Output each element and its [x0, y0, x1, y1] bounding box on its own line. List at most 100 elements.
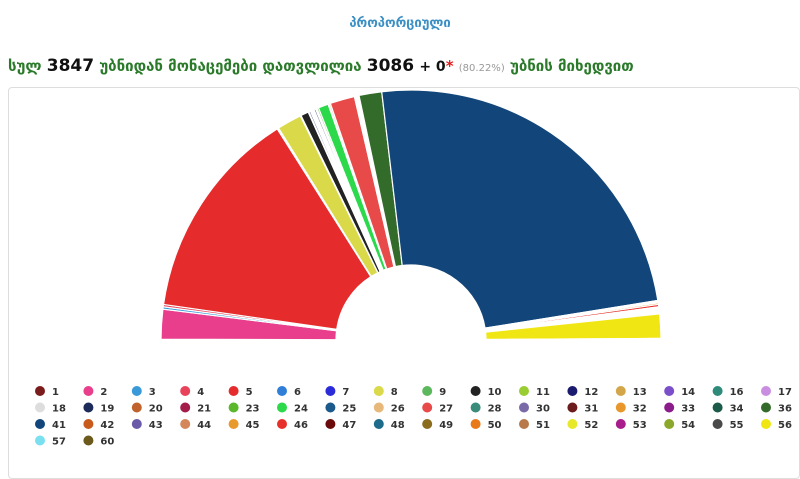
- legend-marker: [180, 402, 191, 413]
- summary-counted: 3086: [366, 56, 415, 76]
- legend-marker: [519, 386, 529, 396]
- legend-marker: [131, 419, 142, 429]
- legend-label: 48: [391, 420, 405, 431]
- legend-marker: [83, 435, 94, 446]
- legend-marker: [615, 386, 626, 396]
- legend-marker: [83, 402, 94, 413]
- summary-star: *: [445, 57, 454, 75]
- legend-marker: [35, 435, 45, 446]
- legend-marker: [228, 402, 239, 413]
- legend-marker: [519, 419, 529, 429]
- legend-label: 26: [391, 404, 405, 415]
- legend-label: 50: [488, 420, 502, 431]
- legend-marker: [325, 386, 336, 396]
- legend-label: 57: [52, 437, 66, 448]
- legend-label: 16: [730, 387, 744, 398]
- legend-marker: [35, 386, 45, 396]
- legend-label: 45: [246, 420, 260, 431]
- legend-label: 9: [439, 387, 446, 398]
- legend-label: 51: [536, 420, 550, 431]
- legend-label: 13: [633, 387, 647, 398]
- legend-marker: [228, 419, 239, 429]
- legend-label: 33: [681, 404, 695, 415]
- legend-label: 4: [197, 387, 204, 398]
- legend-label: 24: [294, 404, 308, 415]
- legend-label: 41: [52, 420, 66, 431]
- legend-label: 7: [342, 387, 349, 398]
- legend-marker: [615, 402, 626, 413]
- legend-marker: [373, 402, 384, 413]
- legend-label: 47: [342, 420, 356, 431]
- summary-suffix: უბნის მიხედვით: [509, 57, 634, 75]
- slice: [485, 338, 662, 341]
- legend-label: 36: [778, 404, 792, 415]
- legend-label: 12: [584, 387, 598, 398]
- legend-label: 44: [197, 420, 211, 431]
- legend-marker: [712, 402, 723, 413]
- legend-marker: [761, 386, 771, 396]
- summary-middle: უბნიდან მონაცემები დათვლილია: [99, 57, 362, 75]
- legend-marker: [373, 386, 384, 396]
- legend-marker: [277, 419, 287, 429]
- legend-label: 28: [488, 404, 502, 415]
- legend-marker: [761, 402, 771, 413]
- legend-marker: [83, 386, 94, 396]
- legend-marker: [422, 419, 433, 429]
- legend-marker: [664, 402, 675, 413]
- legend-label: 10: [488, 387, 502, 398]
- legend-label: 8: [391, 387, 398, 398]
- legend-marker: [277, 402, 287, 413]
- legend-marker: [470, 386, 481, 396]
- summary-percent: (80.22%): [458, 63, 505, 74]
- legend-label: 52: [584, 420, 598, 431]
- legend-label: 14: [681, 387, 695, 398]
- legend-marker: [470, 419, 481, 429]
- legend-marker: [373, 419, 384, 429]
- legend-marker: [131, 402, 142, 413]
- summary: სულ 3847 უბნიდან მონაცემები დათვლილია 30…: [8, 56, 634, 76]
- legend-label: 27: [439, 404, 453, 415]
- legend-marker: [567, 386, 578, 396]
- legend-label: 56: [778, 420, 792, 431]
- legend-label: 31: [584, 404, 598, 415]
- title: პროპორციული: [349, 16, 451, 31]
- legend-label: 23: [246, 404, 260, 415]
- legend-label: 43: [149, 420, 163, 431]
- legend-marker: [180, 419, 191, 429]
- legend-label: 11: [536, 387, 550, 398]
- legend-marker: [180, 386, 191, 396]
- summary-prefix: სულ: [8, 57, 42, 75]
- legend-label: 6: [294, 387, 301, 398]
- legend-label: 32: [633, 404, 647, 415]
- legend-marker: [567, 419, 578, 429]
- legend-label: 25: [342, 404, 356, 415]
- legend-label: 17: [778, 387, 792, 398]
- legend-marker: [422, 402, 433, 413]
- legend-label: 30: [536, 404, 550, 415]
- legend-label: 34: [730, 404, 744, 415]
- legend-label: 53: [633, 420, 647, 431]
- legend-marker: [325, 402, 336, 413]
- slice: [162, 128, 372, 331]
- legend-label: 18: [52, 404, 66, 415]
- legend-label: 55: [730, 420, 744, 431]
- legend-marker: [712, 419, 723, 429]
- summary-extra: + 0: [419, 59, 446, 75]
- legend-marker: [131, 386, 142, 396]
- legend-label: 5: [246, 387, 253, 398]
- legend-marker: [35, 402, 45, 413]
- legend-marker: [519, 402, 529, 413]
- legend-label: 60: [100, 437, 114, 448]
- legend-label: 20: [149, 404, 163, 415]
- legend-label: 2: [100, 387, 107, 398]
- legend-marker: [277, 386, 287, 396]
- legend-marker: [664, 419, 675, 429]
- legend-label: 21: [197, 404, 211, 415]
- legend-marker: [325, 419, 336, 429]
- legend-marker: [761, 419, 771, 429]
- legend-label: 19: [100, 404, 114, 415]
- legend-marker: [422, 386, 433, 396]
- slice: [381, 89, 659, 329]
- legend-marker: [664, 386, 675, 396]
